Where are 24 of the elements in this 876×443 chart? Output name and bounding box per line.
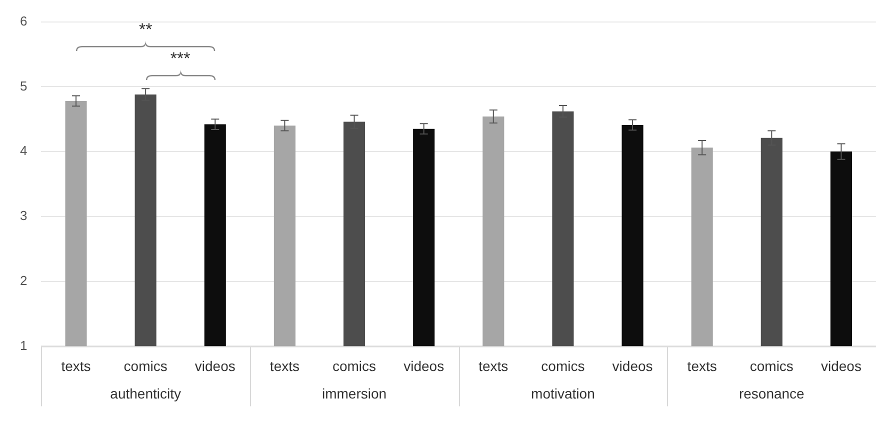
y-tick-label: 1 (20, 338, 28, 353)
x-tick-label: immersion (322, 385, 387, 402)
y-tick-label: 2 (20, 272, 28, 288)
text: videos (404, 358, 444, 374)
y-tick-label: 5 (20, 78, 28, 94)
annotation: ** (138, 20, 153, 39)
x-tick-label: resonance (738, 385, 805, 402)
text: texts (478, 358, 508, 374)
x-tick-label: authenticity (110, 385, 181, 402)
text: comics (332, 358, 376, 374)
series-label: videos (820, 358, 862, 374)
series-label: comics (124, 358, 168, 374)
y-tick-label: 4 (20, 143, 28, 158)
text: texts (687, 358, 717, 374)
x-tick-label: motivation (531, 385, 595, 402)
text: comics (541, 358, 585, 374)
text: videos (194, 358, 236, 374)
series-label: texts (61, 358, 91, 374)
text: comics (750, 358, 794, 374)
text: texts (270, 358, 300, 374)
y-tick-label: 6 (20, 13, 28, 28)
annotation: *** (170, 49, 191, 68)
y-tick-label: 3 (20, 208, 28, 224)
text: videos (612, 358, 653, 374)
